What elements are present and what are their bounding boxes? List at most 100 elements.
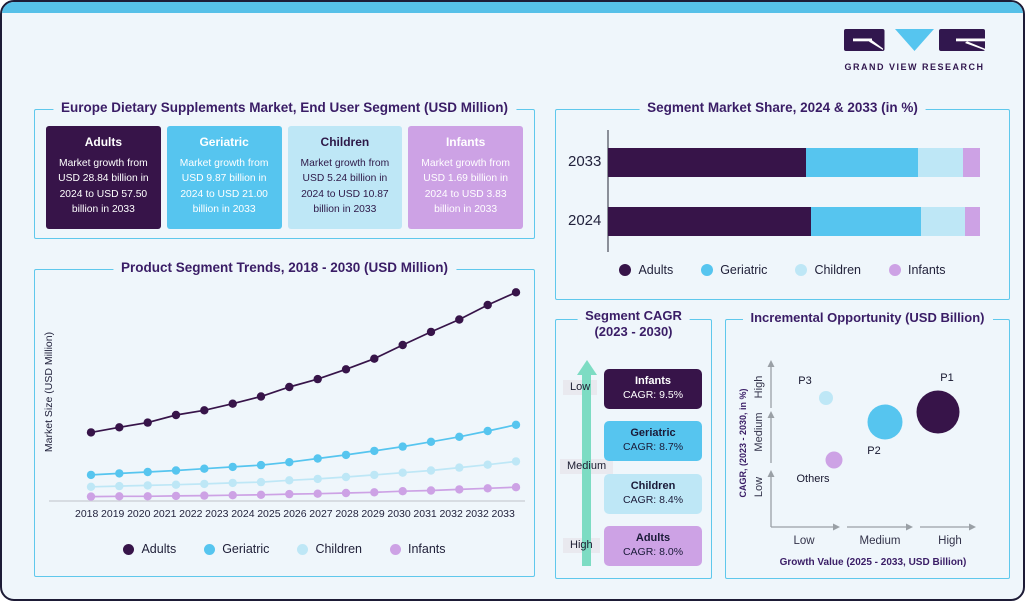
trends-line-infants [90, 486, 517, 498]
cagr-card-value: CAGR: 8.7% [622, 441, 684, 453]
legend-dot-adults-icon [123, 543, 135, 555]
trends-x-tick: 2030 [387, 508, 411, 520]
segment-cagr-panel: Segment CAGR (2023 - 2030) Low Medium High… [555, 308, 712, 579]
trends-point-children [200, 479, 209, 489]
trends-point-geriatric [285, 458, 294, 467]
trends-point-adults [313, 374, 322, 384]
trends-x-tick: 2021 [153, 508, 177, 520]
cagr-card-value: CAGR: 8.0% [622, 545, 684, 558]
cagr-card-segment-name: Infants [634, 374, 672, 387]
trends-point-children [511, 457, 521, 466]
trends-point-adults [143, 418, 152, 427]
end-user-cards: Adults Market growth from USD 28.84 billi… [46, 126, 523, 229]
legend-dot-infants-icon [390, 543, 401, 555]
opp-y-tick-low: Low [753, 477, 765, 497]
market-share-axis-line [607, 130, 609, 252]
legend-label: Adults [638, 263, 674, 277]
trends-point-children [228, 478, 237, 488]
gvr-logo-text: GRAND VIEW RESEARCH [844, 62, 985, 72]
cagr-axis-strip-label: Medium [567, 459, 607, 472]
cagr-axis-strip-low: Low [563, 380, 598, 395]
legend-dot-geriatric-icon [701, 264, 714, 276]
trends-point-adults [285, 382, 294, 392]
trends-point-adults [426, 327, 436, 337]
share-row-label-2033: 2033 [568, 153, 602, 170]
trends-point-adults [115, 423, 124, 432]
legend-dot-children-icon [795, 264, 808, 276]
legend-label: Geriatric [222, 542, 270, 556]
opp-y-axis-title: CAGR, (2023 - 2030, in %) [738, 388, 748, 497]
trends-x-tick: 2027 [309, 508, 333, 520]
opp-y-tick-medium: Medium [753, 412, 765, 451]
bubble-p1 [916, 390, 960, 434]
cagr-card-segment-name: Adults [635, 531, 671, 544]
trends-point-infants [285, 489, 294, 499]
share-segment-geriatric [806, 148, 918, 177]
trends-point-children [455, 463, 464, 472]
trends-point-infants [86, 492, 96, 501]
legend-label: Adults [141, 542, 177, 556]
trends-line-geriatric [90, 423, 517, 476]
trends-point-geriatric [228, 462, 237, 472]
cagr-arrow [582, 374, 591, 566]
trends-panel-title: Product Segment Trends, 2018 - 2030 (USD… [112, 260, 457, 275]
trends-point-adults [200, 406, 209, 415]
bubble-others [825, 451, 843, 469]
trends-point-adults [483, 300, 492, 310]
cagr-axis-strip-medium: Medium [560, 458, 614, 474]
bubble-label-p1: P1 [940, 372, 953, 384]
legend-dot-geriatric-icon [204, 543, 216, 555]
trends-x-tick: 2032 [439, 508, 463, 520]
trends-line-adults [90, 291, 517, 434]
opp-y-arrowhead-icon [767, 470, 775, 477]
bubble-label-p3: P3 [798, 375, 811, 387]
trends-point-geriatric [200, 464, 209, 473]
legend-item-geriatric: Geriatric [701, 263, 767, 277]
cagr-card-value: CAGR: 9.5% [622, 388, 684, 401]
opportunity-panel-title: Incremental Opportunity (USD Billion) [742, 310, 993, 325]
trends-point-children [370, 470, 379, 480]
legend-label: Children [814, 263, 861, 277]
market-share-panel-title: Segment Market Share, 2024 & 2033 (in %) [639, 100, 926, 115]
trends-point-adults [86, 428, 96, 437]
gvr-logo-mark [844, 29, 985, 51]
trends-x-tick: 2024 [231, 508, 255, 520]
trends-point-geriatric [143, 467, 152, 477]
end-user-card-text: Market growth from USD 28.84 billion in … [58, 158, 149, 216]
trends-point-infants [143, 492, 152, 501]
trends-point-geriatric [511, 420, 521, 429]
trends-point-children [398, 468, 407, 477]
market-share-panel: Segment Market Share, 2024 & 2033 (in %)… [555, 100, 1010, 300]
trends-point-adults [398, 340, 407, 350]
trends-point-geriatric [256, 460, 266, 470]
cagr-arrow-head-icon [576, 360, 597, 375]
opp-y-tick-high: High [753, 376, 765, 399]
trends-point-children [313, 474, 322, 484]
trends-point-children [143, 481, 152, 490]
end-user-card-title: Children [320, 135, 370, 149]
end-user-card-infants: Infants Market growth from USD 1.69 billi… [408, 126, 523, 229]
end-user-card-title: Infants [445, 135, 486, 149]
end-user-card-adults: Adults Market growth from USD 28.84 billi… [46, 126, 161, 229]
bubble-p2 [867, 404, 903, 440]
bubble-label-p2: P2 [867, 445, 880, 457]
opportunity-bubble-chart: High Medium Low Low Medium High CAGR, (2023 - … [738, 360, 976, 568]
opp-x-tick-medium: Medium [860, 535, 901, 547]
trends-x-tick: 2026 [283, 508, 307, 520]
share-segment-infants [962, 148, 980, 177]
end-user-panel-title: Europe Dietary Supplements Market, End U… [52, 100, 517, 115]
trends-point-infants [256, 490, 266, 499]
trends-x-tick: 2025 [257, 508, 281, 520]
trends-point-children [256, 477, 266, 487]
legend-item-geriatric: Geriatric [204, 542, 269, 556]
end-user-card-text: Market growth from USD 9.87 billion in 2… [179, 158, 269, 216]
cagr-card-segment-name: Geriatric [630, 427, 676, 439]
opp-y-arrowhead-icon [767, 411, 775, 418]
cagr-card-adults: Adults CAGR: 8.0% [604, 525, 702, 566]
trends-point-infants [313, 489, 322, 498]
share-bar-2033 [608, 148, 980, 177]
trends-point-infants [200, 491, 209, 500]
share-segment-geriatric [811, 207, 921, 236]
trends-point-infants [341, 488, 351, 498]
